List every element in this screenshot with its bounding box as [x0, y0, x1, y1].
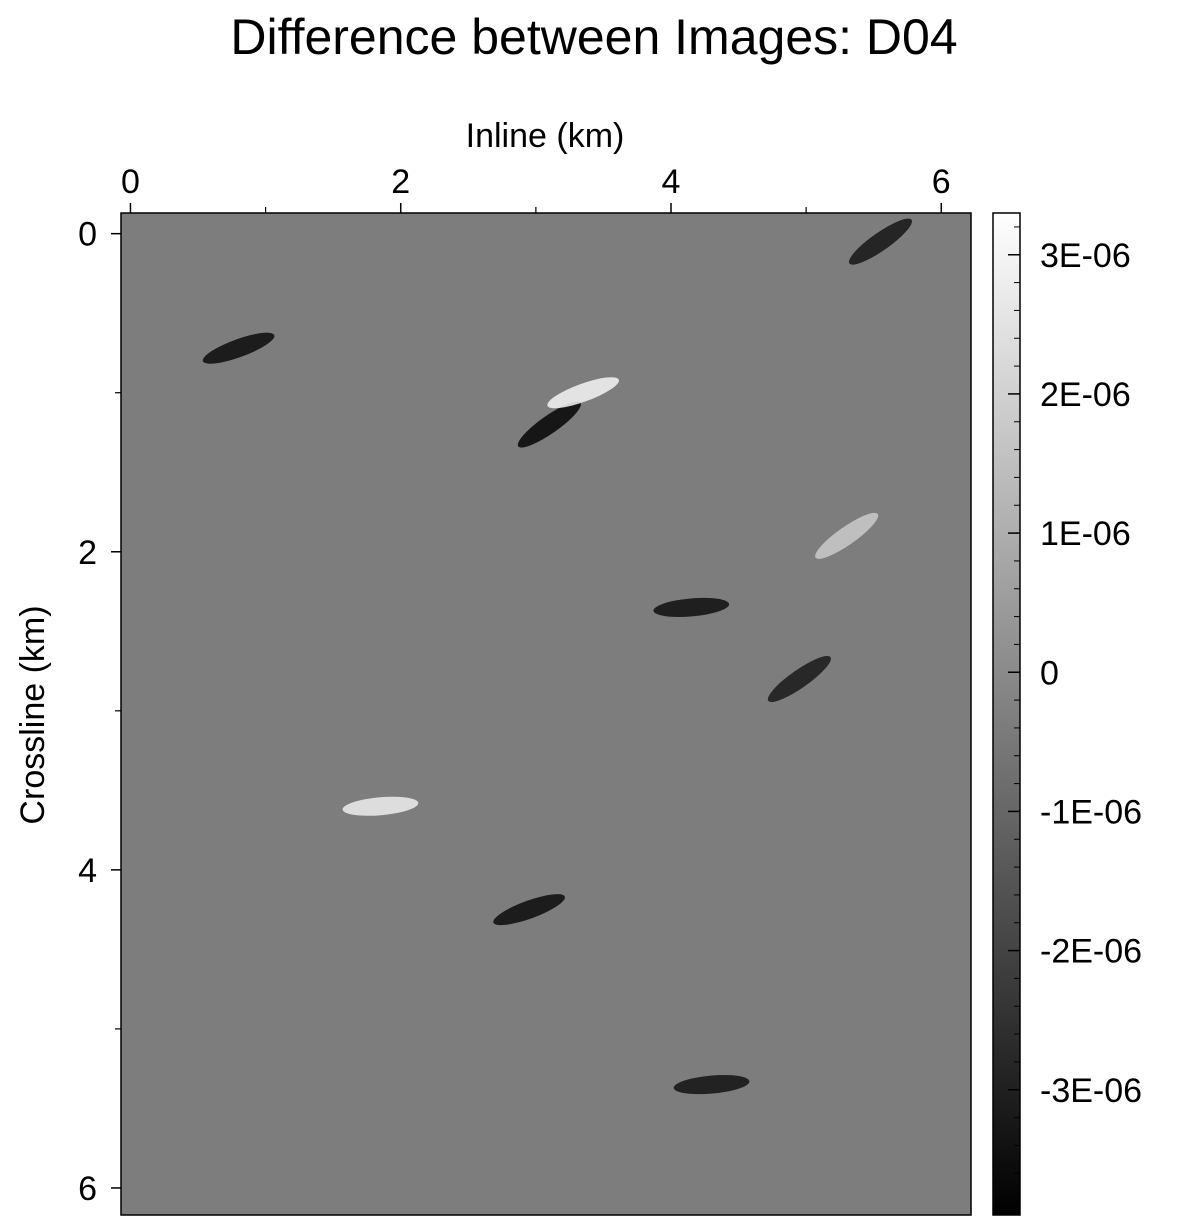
y-tick-label: 2	[78, 534, 97, 572]
heatmap-features	[202, 218, 913, 1095]
heatmap-plot	[121, 213, 971, 1215]
y-tick-label: 0	[78, 216, 97, 254]
heatmap-feature	[767, 656, 831, 703]
heatmap-feature	[673, 1075, 750, 1095]
colorbar-tick-label: 0	[1040, 654, 1059, 692]
chart-title: Difference between Images: D04	[230, 9, 957, 65]
colorbar	[992, 212, 1021, 1216]
heatmap-feature	[517, 401, 581, 448]
x-tick-label: 4	[662, 163, 681, 201]
colorbar-tick-label: 2E-06	[1040, 376, 1131, 414]
heatmap-feature	[547, 377, 620, 409]
heatmap-texture	[121, 213, 971, 1215]
heatmap-feature	[848, 218, 913, 265]
y-tick-label: 6	[78, 1170, 97, 1208]
colorbar-tick-label: 3E-06	[1040, 237, 1131, 275]
heatmap-feature	[493, 894, 565, 926]
heatmap-feature	[342, 796, 419, 816]
heatmap-feature	[202, 332, 275, 364]
colorbar-ticks: 3E-06 2E-06 1E-06 0 -1E-06 -2E-06 -3E-06	[1008, 226, 1142, 1202]
heatmap-feature	[815, 512, 879, 559]
y-axis-ticks: 0 2 4 6	[78, 216, 121, 1208]
x-tick-label: 0	[121, 163, 140, 201]
x-tick-label: 2	[391, 163, 410, 201]
plot-frame	[120, 212, 972, 1216]
x-axis-label: Inline (km)	[466, 117, 625, 155]
y-axis-label: Crossline (km)	[14, 605, 52, 824]
y-tick-label: 4	[78, 852, 97, 890]
x-tick-label: 6	[932, 163, 951, 201]
colorbar-tick-label: -2E-06	[1040, 933, 1142, 971]
heatmap-feature	[653, 597, 730, 617]
colorbar-tick-label: -3E-06	[1040, 1072, 1142, 1110]
x-axis-ticks: 0 2 4 6	[121, 163, 951, 213]
colorbar-tick-label: 1E-06	[1040, 515, 1131, 553]
colorbar-tick-label: -1E-06	[1040, 793, 1142, 831]
